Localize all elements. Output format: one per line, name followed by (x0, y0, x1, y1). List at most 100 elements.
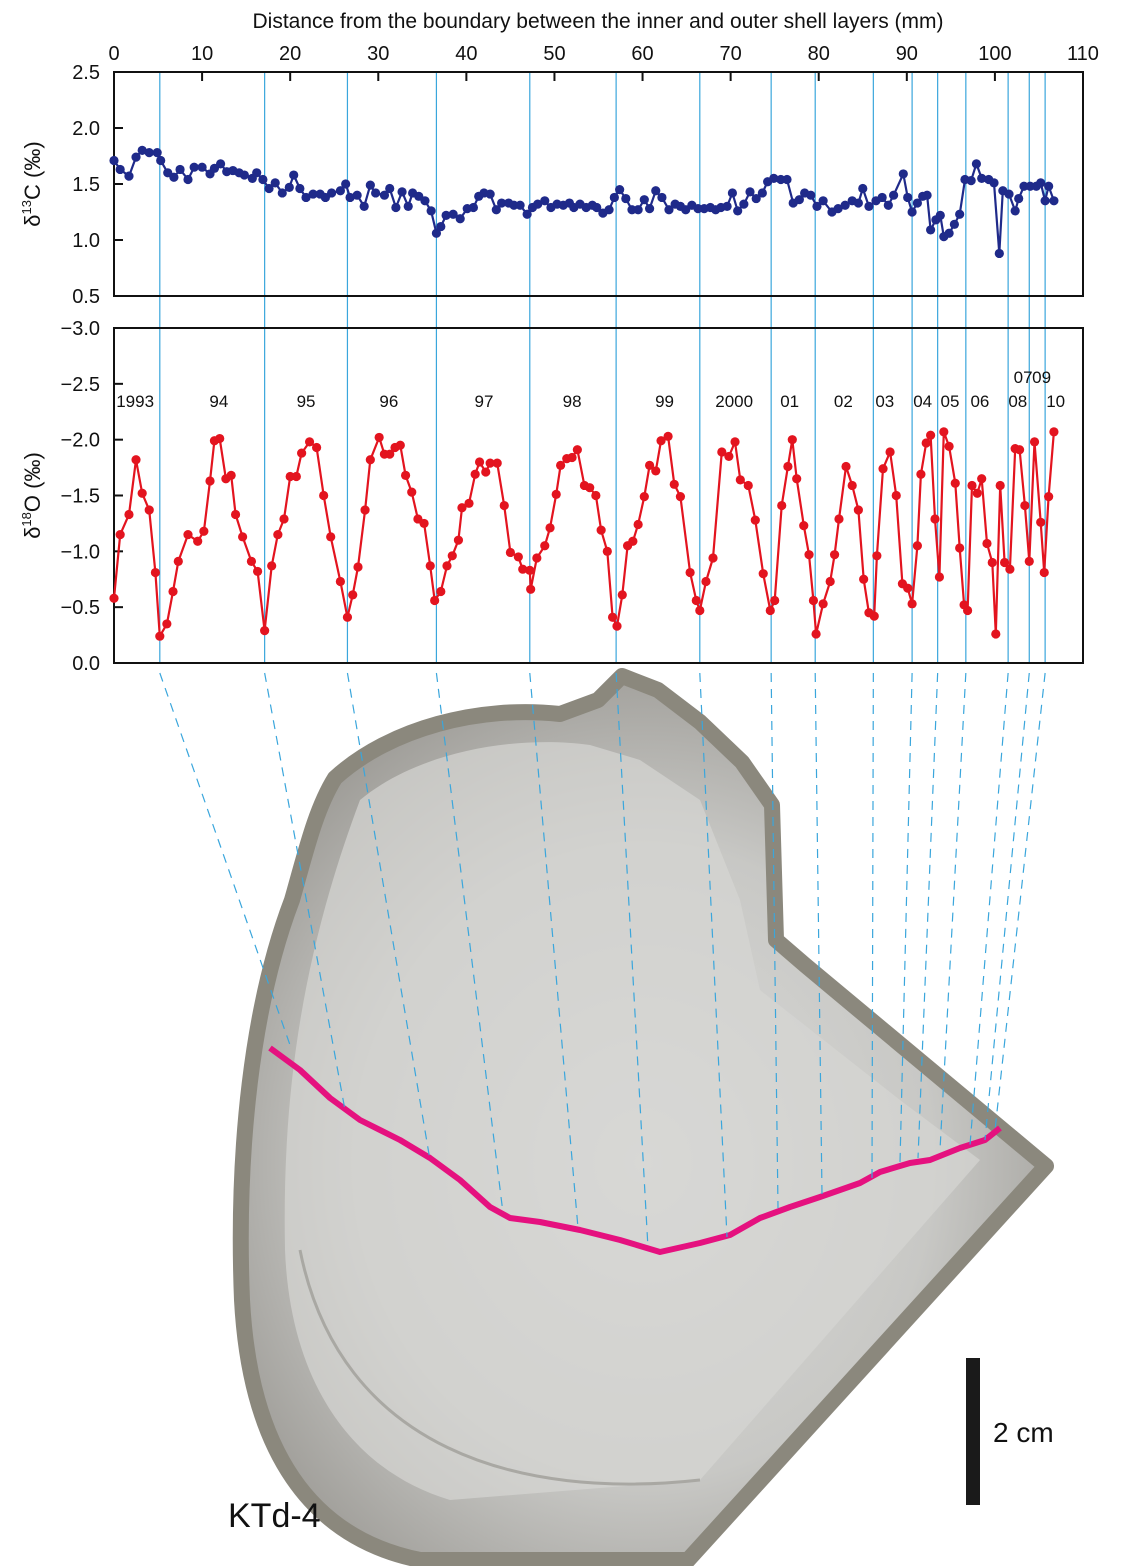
data-point (115, 164, 125, 175)
data-point (264, 183, 274, 194)
data-point (1036, 178, 1046, 188)
data-point (183, 174, 193, 185)
data-point (420, 196, 430, 206)
data-point (183, 529, 193, 540)
data-point (335, 576, 345, 587)
data-point (199, 526, 209, 536)
data-point (137, 488, 147, 498)
data-point (189, 162, 199, 172)
data-point (284, 182, 294, 192)
data-point (526, 584, 536, 594)
data-point (935, 210, 945, 220)
data-point (455, 214, 465, 224)
data-point (326, 188, 337, 198)
data-point (436, 221, 446, 232)
data-point (825, 576, 835, 587)
x-tick-label: 50 (543, 43, 565, 65)
data-point (949, 219, 959, 229)
data-point (950, 478, 960, 488)
data-point (468, 202, 479, 213)
x-tick-label: 90 (896, 43, 918, 65)
data-point (739, 199, 749, 209)
data-point (806, 190, 816, 200)
data-point (457, 503, 467, 513)
data-point (872, 551, 882, 561)
data-point (252, 168, 262, 178)
boundary-trace (899, 672, 913, 1163)
data-point (708, 553, 718, 563)
data-point (811, 629, 821, 639)
data-point (695, 605, 705, 616)
data-point (481, 467, 491, 477)
data-point (966, 176, 976, 186)
boundary-trace (529, 672, 579, 1229)
data-point (533, 199, 543, 209)
data-point (567, 452, 577, 463)
data-point (644, 204, 655, 214)
data-point (289, 170, 299, 180)
data-point (144, 148, 154, 158)
data-point (525, 565, 535, 575)
data-point (664, 205, 674, 215)
data-point (841, 461, 851, 472)
y-tick-label: −3.0 (61, 318, 100, 340)
data-point (889, 190, 899, 200)
data-point (777, 500, 787, 511)
data-point (885, 447, 895, 457)
data-point (295, 183, 305, 194)
boundary-trace (984, 672, 1030, 1141)
data-point (260, 626, 270, 636)
data-point (540, 541, 550, 551)
data-point (1039, 567, 1049, 578)
data-point (858, 183, 868, 194)
data-point (205, 476, 215, 486)
data-point (470, 469, 480, 479)
data-point (152, 148, 162, 158)
data-point (273, 529, 283, 540)
data-point (156, 155, 166, 166)
data-point (144, 505, 154, 515)
y-axis-label: δ13C (‰) (19, 141, 45, 226)
y-tick-label: 0.0 (72, 653, 100, 675)
data-point (239, 170, 249, 180)
data-point (150, 567, 161, 578)
data-point (877, 192, 887, 203)
year-label: 95 (297, 392, 316, 411)
sampling-track (268, 1045, 1002, 1255)
data-point (799, 521, 809, 531)
x-tick-label: 70 (720, 43, 742, 65)
data-point (215, 433, 225, 444)
data-point (1014, 193, 1024, 204)
data-point (750, 515, 760, 525)
data-point (397, 187, 407, 197)
data-point (977, 474, 987, 484)
data-point (131, 152, 141, 162)
data-point (840, 200, 850, 210)
data-point (944, 228, 954, 238)
data-point (612, 621, 622, 631)
boundary-trace (346, 672, 431, 1161)
data-point (124, 509, 134, 520)
data-point (352, 190, 362, 200)
year-label: 1993 (116, 392, 154, 411)
year-label: 04 (913, 392, 932, 411)
data-point (492, 458, 502, 468)
boundary-trace (435, 672, 504, 1214)
data-point (436, 586, 446, 597)
y-axis-label-part: δ (20, 527, 45, 539)
data-point (783, 461, 793, 472)
data-point (898, 169, 908, 179)
data-point (758, 569, 768, 579)
year-label: 05 (941, 392, 960, 411)
data-point (794, 195, 804, 205)
data-point (963, 605, 973, 616)
data-point (342, 612, 353, 622)
data-point (326, 532, 336, 542)
data-point (359, 201, 369, 211)
data-point (297, 448, 307, 458)
data-point (426, 206, 436, 216)
data-point (657, 192, 667, 203)
data-point (277, 188, 287, 198)
data-point (782, 174, 792, 185)
